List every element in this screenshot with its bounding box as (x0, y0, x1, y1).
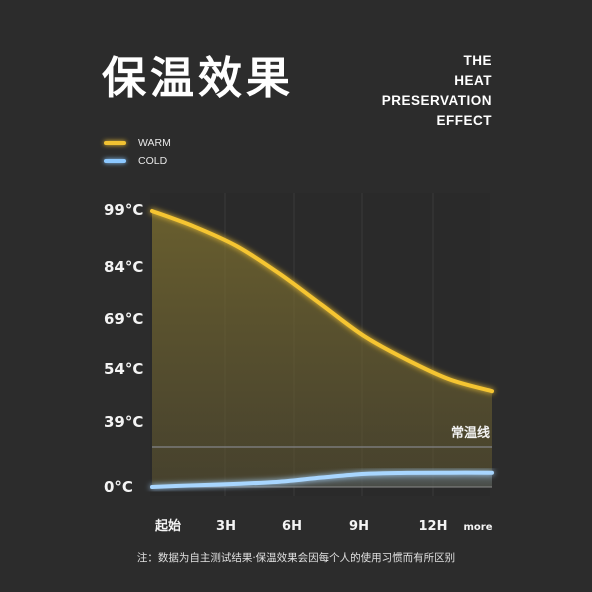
y-tick-label: 99°C (104, 201, 143, 219)
footnote: 注：数据为自主测试结果·保温效果会因每个人的使用习惯而有所区别 (136, 552, 456, 564)
y-tick-label: 0°C (104, 478, 133, 496)
english-title-line: PRESERVATION (381, 93, 492, 108)
y-axis-ticks: 99°C 84°C 69°C 54°C 39°C 0°C (104, 201, 143, 496)
english-title-line: HEAT (454, 73, 492, 88)
legend-item-cold: COLD (104, 152, 171, 170)
x-axis-ticks: 起始 3H 6H 9H 12H more (154, 518, 493, 534)
legend-swatch-warm (104, 141, 126, 145)
legend-label-warm: WARM (138, 137, 171, 149)
x-tick-label: 9H (349, 519, 369, 534)
legend-item-warm: WARM (104, 134, 171, 152)
cold-area (152, 472, 492, 487)
x-tick-label: 3H (216, 519, 236, 534)
y-tick-label: 84°C (104, 258, 143, 276)
legend-swatch-cold (104, 159, 126, 163)
legend-label-cold: COLD (138, 155, 168, 167)
english-title-line: EFFECT (436, 113, 492, 128)
y-tick-label: 39°C (104, 413, 143, 431)
english-title: THE HEAT PRESERVATION EFFECT (382, 51, 492, 131)
x-tick-label: 起始 (154, 518, 181, 534)
legend: WARM COLD (104, 134, 171, 170)
y-tick-label: 69°C (104, 310, 143, 328)
page-title: 保温效果 (102, 53, 294, 104)
x-tick-label: 12H (419, 519, 448, 534)
x-tick-label: more (463, 522, 492, 533)
cold-series-line (150, 470, 494, 489)
english-title-line: THE (463, 53, 492, 68)
y-tick-label: 54°C (104, 360, 143, 378)
reference-line-label: 常温线 (451, 425, 490, 441)
warm-series-line (150, 209, 494, 394)
warm-area (152, 211, 492, 487)
x-tick-label: 6H (282, 519, 302, 534)
